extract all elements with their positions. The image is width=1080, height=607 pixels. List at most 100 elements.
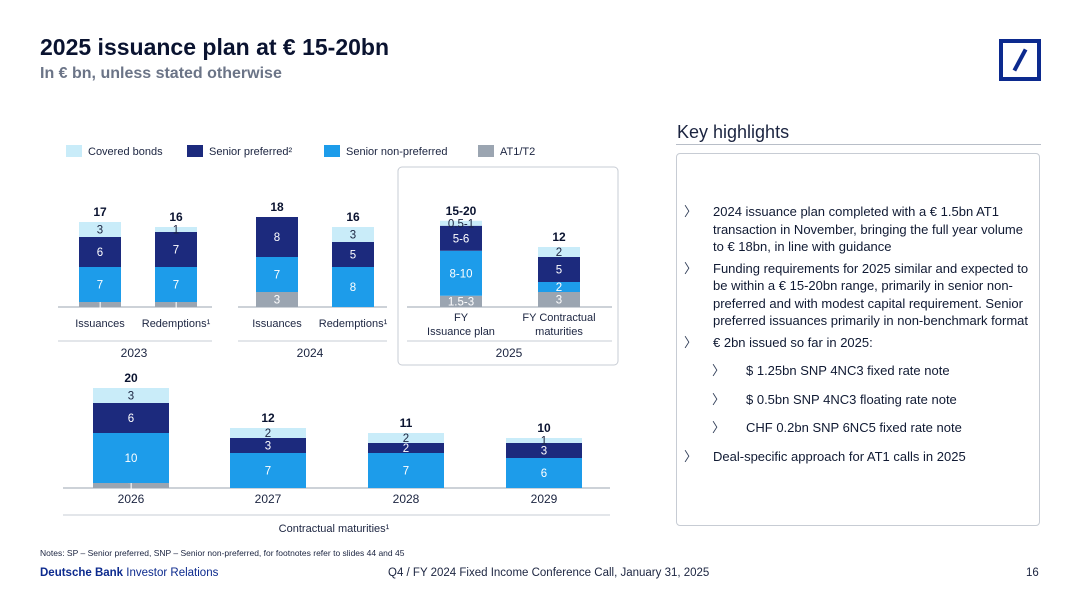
bar-2023-0-segment-snp xyxy=(79,267,121,302)
bar-2024-1-segment-label-sp: 5 xyxy=(350,250,356,262)
group-label-2023: 2023 xyxy=(121,346,148,360)
page-title: 2025 issuance plan at € 15-20bn xyxy=(40,34,390,60)
bar-2024-1-segment-covered xyxy=(332,227,374,242)
maturity-bar-2026-segment-label-snp: 10 xyxy=(125,453,138,465)
maturity-bar-2027-segment-label-snp: 7 xyxy=(265,466,271,478)
bar-2025-0-total: 15-20 xyxy=(446,204,477,218)
highlight-item: 〉 € 2bn issued so far in 2025: xyxy=(684,334,1034,352)
bar-2024-0-segment-label-at1: 3 xyxy=(274,295,280,307)
maturity-bar-2028-segment-label-snp: 7 xyxy=(403,466,409,478)
highlight-item: 〉 2024 issuance plan completed with a € 1… xyxy=(684,203,1034,256)
bar-2023-0-segment-sp xyxy=(79,237,121,267)
highlight-text: 2024 issuance plan completed with a € 1.… xyxy=(713,204,1023,254)
footer-event: Q4 / FY 2024 Fixed Income Conference Cal… xyxy=(388,567,710,579)
bar-2023-0-segment-label-covered: 3 xyxy=(97,225,103,237)
maturity-bar-2027-segment-label-sp: 3 xyxy=(265,441,271,453)
maturity-bar-2028-segment-label-covered: 2 xyxy=(403,433,409,445)
bar-2024-0-segment-label-snp: 7 xyxy=(274,270,280,282)
bar-2023-1-segment-label-snp: 7 xyxy=(173,280,179,292)
maturity-bar-2026-segment-label-sp: 6 xyxy=(128,413,134,425)
maturity-bar-2026-total: 20 xyxy=(124,371,138,385)
bar-category-label: Issuances xyxy=(252,318,302,330)
bar-2023-1-segment-snp xyxy=(155,267,197,302)
legend-swatch-covered xyxy=(66,145,82,157)
highlight-text: $ 0.5bn SNP 4NC3 floating rate note xyxy=(746,391,957,407)
page-subtitle: In € bn, unless stated otherwise xyxy=(40,65,282,82)
highlight-text: € 2bn issued so far in 2025: xyxy=(713,334,873,350)
highlight-item: 〉 Deal-specific approach for AT1 calls in… xyxy=(684,448,1034,466)
group-label-2024: 2024 xyxy=(297,346,324,360)
legend-label-at1: AT1/T2 xyxy=(500,146,535,158)
bar-category-label-line2: Issuance plan xyxy=(427,326,495,338)
bar-2025-1-segment-label-covered: 2 xyxy=(556,247,562,259)
bar-2023-1-segment-covered xyxy=(155,227,197,232)
maturity-bar-2026-segment-label-at1: 1 xyxy=(128,481,134,493)
maturity-bar-2029-total: 10 xyxy=(537,421,551,435)
footer-brand: Deutsche Bank Investor Relations xyxy=(40,567,218,579)
bar-2023-1-segment-label-covered: 1 xyxy=(173,225,179,237)
bar-2025-0-segment-covered xyxy=(440,220,482,226)
bar-category-label: Issuances xyxy=(75,318,125,330)
chevron-right-icon: 〉 xyxy=(684,448,698,464)
highlight-subitem: 〉 $ 1.25bn SNP 4NC3 fixed rate note xyxy=(684,362,1034,380)
bar-2024-1-segment-sp xyxy=(332,242,374,267)
legend-swatch-sp xyxy=(187,145,203,157)
highlight-text: Deal-specific approach for AT1 calls in … xyxy=(713,448,966,464)
maturity-year-label: 2027 xyxy=(255,492,282,506)
key-highlights-title: Key highlights xyxy=(677,122,790,142)
bar-2025-0-segment-snp xyxy=(440,250,482,296)
issuance-chart: Covered bonds Senior preferred² Senior non… xyxy=(58,145,619,535)
highlight-subitem: 〉 $ 0.5bn SNP 4NC3 floating rate note xyxy=(684,391,1034,409)
bar-2025-1-segment-label-at1: 3 xyxy=(556,295,562,307)
legend-label-snp: Senior non-preferred xyxy=(346,146,448,158)
bar-2024-0-segment-at1 xyxy=(256,292,298,307)
bar-2023-1-segment-at1 xyxy=(155,302,197,307)
bar-2023-1-segment-label-sp: 7 xyxy=(173,245,179,257)
legend-swatch-at1 xyxy=(478,145,494,157)
highlight-text: Funding requirements for 2025 similar an… xyxy=(713,260,1029,329)
bar-category-label: FY Contractual xyxy=(522,312,595,324)
maturity-bar-2029-segment-label-snp: 6 xyxy=(541,468,547,480)
bar-2023-1-segment-label-at1: 1 xyxy=(173,300,179,312)
maturity-year-label: 2029 xyxy=(531,492,558,506)
maturities-title: Contractual maturities¹ xyxy=(279,523,390,535)
maturity-bar-2026-segment-sp xyxy=(93,403,169,433)
maturity-bar-2028-segment-label-sp: 2 xyxy=(403,443,409,455)
maturity-bar-2028-segment-covered xyxy=(368,433,444,443)
maturity-bar-2027-segment-snp xyxy=(230,453,306,488)
bar-2023-0-segment-at1 xyxy=(79,302,121,307)
maturity-bar-2026-segment-at1 xyxy=(93,483,169,488)
bar-category-label: Redemptions¹ xyxy=(319,318,388,330)
chevron-right-icon: 〉 xyxy=(684,260,698,276)
bar-2025-0-segment-label-snp: 8-10 xyxy=(449,268,472,280)
bar-2024-0-segment-sp xyxy=(256,217,298,257)
bar-2025-1-segment-covered xyxy=(538,247,580,257)
bar-2024-0-segment-label-sp: 8 xyxy=(274,232,280,244)
highlight-item: 〉 Funding requirements for 2025 similar a… xyxy=(684,260,1034,330)
maturity-bar-2029-segment-covered xyxy=(506,438,582,443)
chevron-right-icon: 〉 xyxy=(684,334,698,350)
maturity-bar-2026-segment-snp xyxy=(93,433,169,483)
bar-2025-1-segment-label-sp: 5 xyxy=(556,265,562,277)
bar-2025-1-segment-snp xyxy=(538,282,580,292)
legend-label-sp: Senior preferred² xyxy=(209,146,292,158)
page-number: 16 xyxy=(1026,567,1039,579)
maturity-bar-2027-segment-label-covered: 2 xyxy=(265,428,271,440)
bar-2025-0-segment-label-covered: 0.5-1 xyxy=(448,218,474,230)
highlight-text: CHF 0.2bn SNP 6NC5 fixed rate note xyxy=(746,420,962,435)
bar-2023-0-segment-label-snp: 7 xyxy=(97,280,103,292)
bar-2023-1-total: 16 xyxy=(169,210,183,224)
group-label-2025: 2025 xyxy=(496,346,523,360)
key-highlights-panel xyxy=(676,153,1040,526)
bar-2024-1-segment-label-covered: 3 xyxy=(350,230,356,242)
maturity-bar-2027-total: 12 xyxy=(261,411,275,425)
bar-2025-1-segment-at1 xyxy=(538,292,580,307)
maturity-bar-2029-segment-sp xyxy=(506,443,582,458)
chevron-right-icon: 〉 xyxy=(684,204,698,219)
bar-2025-0-segment-at1 xyxy=(440,295,482,307)
chevron-right-icon: 〉 xyxy=(712,420,726,435)
key-highlights-list: 〉 2024 issuance plan completed with a € 1… xyxy=(684,203,1034,469)
bar-2023-0-segment-covered xyxy=(79,222,121,237)
footer-brand-name: Deutsche Bank xyxy=(40,567,124,579)
bar-2023-0-segment-label-sp: 6 xyxy=(97,247,103,259)
